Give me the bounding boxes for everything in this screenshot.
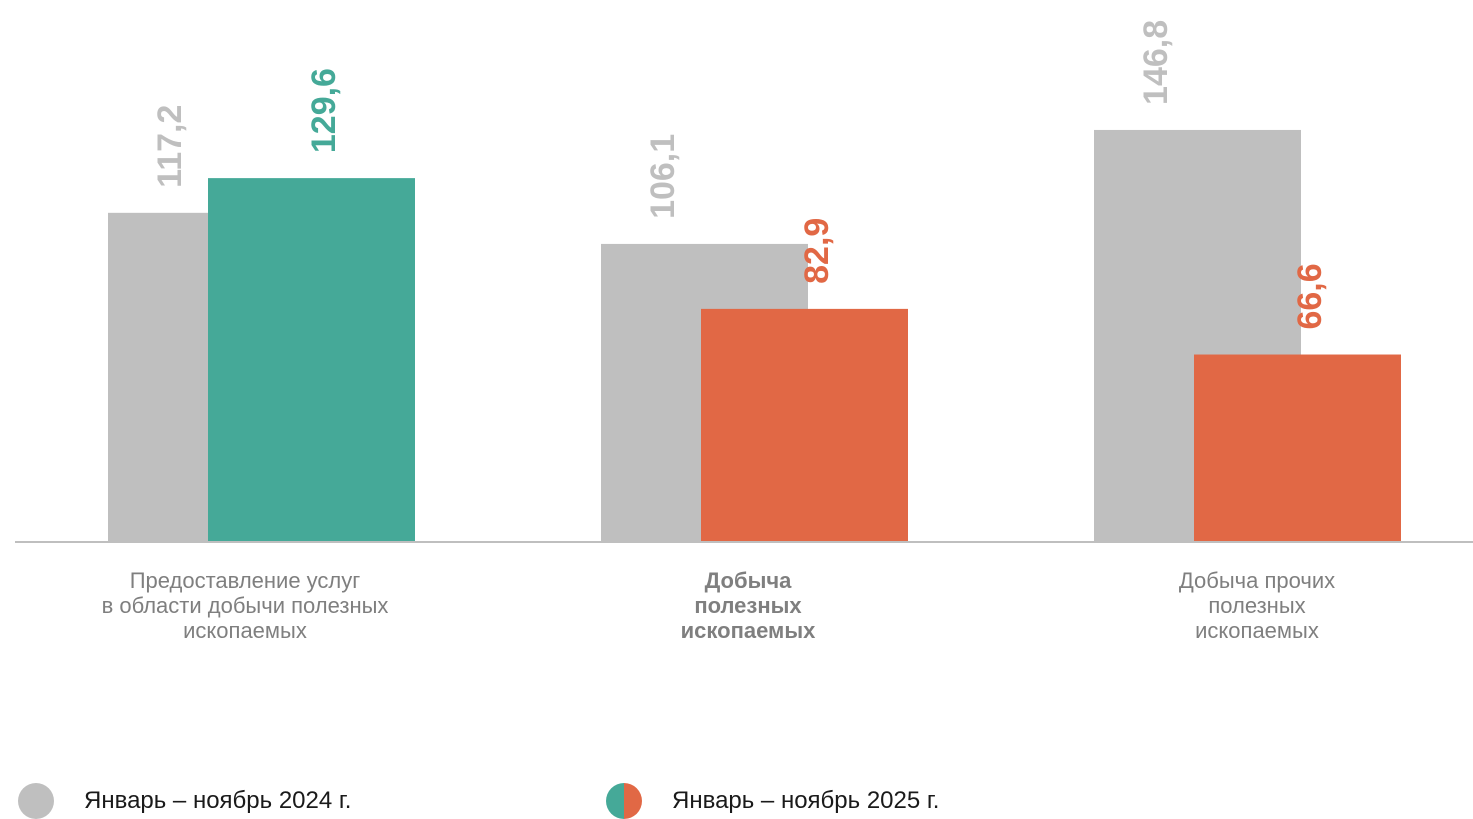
bar-2025-1 — [701, 308, 908, 541]
legend-label-2024: Январь – ноябрь 2024 г. — [84, 787, 352, 814]
bar-2025-0 — [208, 178, 415, 541]
legend-item-2025: Январь – ноябрь 2025 г. — [606, 783, 939, 819]
value-label-2025-0: 129,6 — [305, 68, 343, 153]
value-label-2025-2: 66,6 — [1291, 263, 1329, 329]
legend-item-2024: Январь – ноябрь 2024 г. — [18, 783, 351, 819]
category-label-2: Добыча прочих полезных ископаемых — [1178, 568, 1336, 643]
legend-marker-gray-icon — [18, 783, 54, 819]
legend-marker-teal-orange-icon — [606, 783, 642, 819]
category-label-1: Добыча полезных ископаемых — [680, 568, 816, 643]
legend-label-2025: Январь – ноябрь 2025 г. — [672, 787, 940, 814]
value-label-2024-2: 146,8 — [1137, 20, 1175, 105]
value-label-2024-0: 117,2 — [151, 105, 189, 188]
value-label-2025-1: 82,9 — [798, 218, 836, 284]
category-label-0: Предоставление услуг в области добычи по… — [101, 568, 389, 643]
bar-2025-2 — [1194, 354, 1401, 541]
value-label-2024-1: 106,1 — [644, 134, 682, 219]
